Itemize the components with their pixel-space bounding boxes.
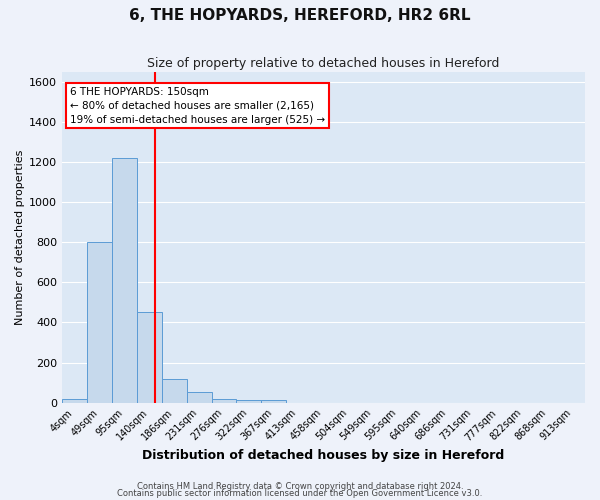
- Title: Size of property relative to detached houses in Hereford: Size of property relative to detached ho…: [148, 58, 500, 70]
- Bar: [212, 398, 236, 402]
- Text: 6, THE HOPYARDS, HEREFORD, HR2 6RL: 6, THE HOPYARDS, HEREFORD, HR2 6RL: [129, 8, 471, 22]
- Bar: [162, 378, 187, 402]
- X-axis label: Distribution of detached houses by size in Hereford: Distribution of detached houses by size …: [142, 450, 505, 462]
- Bar: [262, 400, 286, 402]
- Bar: [236, 400, 262, 402]
- Text: Contains HM Land Registry data © Crown copyright and database right 2024.: Contains HM Land Registry data © Crown c…: [137, 482, 463, 491]
- Bar: [112, 158, 137, 402]
- Bar: [87, 242, 112, 402]
- Bar: [187, 392, 212, 402]
- Y-axis label: Number of detached properties: Number of detached properties: [15, 150, 25, 325]
- Text: Contains public sector information licensed under the Open Government Licence v3: Contains public sector information licen…: [118, 490, 482, 498]
- Text: 6 THE HOPYARDS: 150sqm
← 80% of detached houses are smaller (2,165)
19% of semi-: 6 THE HOPYARDS: 150sqm ← 80% of detached…: [70, 86, 325, 124]
- Bar: [62, 398, 87, 402]
- Bar: [137, 312, 162, 402]
